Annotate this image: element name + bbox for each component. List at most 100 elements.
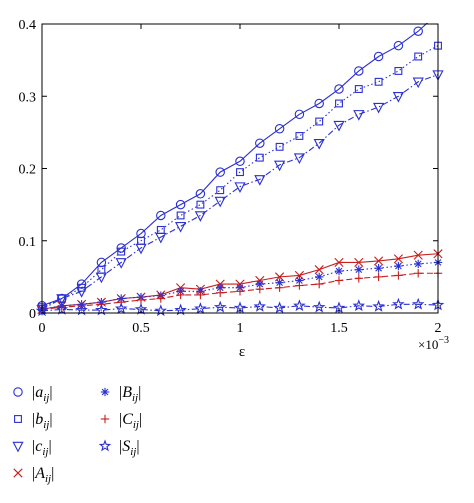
- data-point-S-ij: [372, 299, 385, 312]
- data-point-A-ij: [413, 250, 423, 260]
- legend-item-A-ij: |Aij|: [13, 465, 54, 485]
- legend-item-C-ij: |Cij|: [100, 411, 142, 431]
- data-point-c-ij: [412, 77, 424, 89]
- data-point-C-ij: [414, 269, 423, 278]
- data-point-c-ij: [214, 196, 226, 208]
- data-point-A-ij: [374, 256, 384, 266]
- legend: |aij| |bij| |cij| |Aij| |Bij| |Cij| |Sij|: [12, 384, 142, 485]
- data-point-b-ij: [394, 67, 403, 75]
- data-point-S-ij: [392, 297, 405, 310]
- data-point-b-ij: [354, 85, 363, 93]
- legend-label-a-ij: |aij|: [32, 384, 53, 404]
- data-point-c-ij: [95, 272, 108, 284]
- legend-item-a-ij: |aij|: [13, 384, 53, 404]
- data-point-S-ij: [411, 297, 425, 310]
- x-tick-label: 2: [435, 321, 442, 336]
- data-point-c-ij: [115, 258, 127, 269]
- data-point-a-ij: [413, 26, 423, 36]
- data-point-S-ij: [114, 302, 128, 314]
- legend-label-b-ij: |bij|: [32, 411, 53, 431]
- data-point-a-ij: [116, 243, 126, 253]
- legend-marker-a-ij: [13, 387, 23, 397]
- data-point-b-ij: [335, 99, 343, 108]
- data-point-b-ij: [196, 200, 205, 209]
- data-point-b-ij: [414, 52, 423, 61]
- data-point-S-ij: [213, 300, 227, 313]
- data-point-c-ij: [293, 153, 306, 165]
- legend-marker-c-ij: [12, 441, 24, 453]
- data-point-c-ij: [333, 120, 345, 132]
- series-line-a-ij: [42, 23, 429, 307]
- data-point-B-ij: [354, 265, 363, 274]
- data-point-S-ij: [293, 299, 306, 312]
- data-point-S-ij: [174, 303, 187, 316]
- plot-markers: [35, 26, 445, 317]
- data-point-b-ij: [374, 77, 383, 86]
- x-tick-label: 1.5: [330, 321, 348, 336]
- x-tick-label: 1: [237, 321, 244, 336]
- legend-marker-C-ij: [100, 414, 110, 424]
- legend-item-B-ij: |Bij|: [100, 384, 141, 404]
- data-point-C-ij: [295, 281, 304, 290]
- axis-ticks: [41, 23, 439, 314]
- data-point-S-ij: [352, 299, 366, 312]
- legend-label-C-ij: |Cij|: [119, 411, 142, 431]
- data-point-C-ij: [374, 272, 383, 282]
- series-line-S-ij: [42, 303, 438, 312]
- legend-item-c-ij: |cij|: [12, 438, 52, 458]
- data-point-C-ij: [136, 295, 146, 305]
- data-point-a-ij: [175, 199, 186, 210]
- axis-labels: 0 0.5 1 1.5 2 0 0.1 0.2 0.3 0.4: [19, 18, 442, 336]
- y-tick-label: 0.4: [19, 18, 37, 33]
- data-point-c-ij: [313, 138, 325, 150]
- data-point-b-ij: [255, 153, 264, 162]
- data-point-b-ij: [156, 225, 165, 234]
- legend-item-b-ij: |bij|: [14, 411, 53, 431]
- data-point-S-ij: [312, 300, 326, 313]
- data-point-a-ij: [354, 66, 364, 76]
- data-point-B-ij: [374, 264, 383, 273]
- data-point-a-ij: [156, 210, 166, 221]
- data-point-a-ij: [255, 138, 265, 148]
- data-point-b-ij: [295, 132, 304, 140]
- legend-marker-b-ij: [14, 415, 22, 423]
- data-point-a-ij: [215, 167, 225, 177]
- data-point-S-ij: [194, 302, 207, 314]
- y-tick-label: 0.3: [19, 90, 37, 105]
- data-point-c-ij: [75, 287, 88, 298]
- x-tick-label: 0.5: [132, 321, 150, 336]
- series-line-b-ij: [42, 45, 438, 308]
- data-point-c-ij: [56, 294, 68, 305]
- data-point-S-ij: [253, 299, 267, 312]
- legend-label-B-ij: |Bij|: [119, 384, 141, 404]
- data-point-B-ij: [275, 278, 284, 287]
- series-line-B-ij: [42, 261, 438, 310]
- data-point-c-ij: [372, 102, 385, 114]
- data-point-A-ij: [393, 254, 403, 264]
- series-line-c-ij: [42, 74, 438, 310]
- data-point-C-ij: [275, 283, 284, 292]
- data-point-b-ij: [97, 265, 106, 274]
- data-point-c-ij: [234, 182, 246, 193]
- data-point-S-ij: [95, 303, 108, 316]
- data-point-B-ij: [394, 261, 403, 271]
- data-point-A-ij: [334, 257, 344, 268]
- data-point-c-ij: [174, 222, 187, 233]
- data-point-c-ij: [194, 211, 207, 222]
- x-tick-label: 0: [39, 321, 46, 336]
- data-point-C-ij: [394, 271, 403, 280]
- data-point-a-ij: [373, 51, 384, 62]
- x-axis-multiplier: ×10−3: [418, 335, 449, 352]
- data-point-c-ij: [392, 92, 405, 103]
- data-point-b-ij: [236, 168, 244, 177]
- data-point-a-ij: [195, 189, 206, 199]
- data-point-a-ij: [393, 40, 404, 51]
- data-point-C-ij: [156, 294, 165, 303]
- legend-marker-B-ij: [100, 387, 110, 397]
- data-point-b-ij: [216, 186, 225, 195]
- y-tick-label: 0.2: [19, 163, 37, 178]
- data-point-a-ij: [76, 279, 87, 289]
- data-point-B-ij: [334, 266, 344, 276]
- data-point-C-ij: [235, 287, 245, 296]
